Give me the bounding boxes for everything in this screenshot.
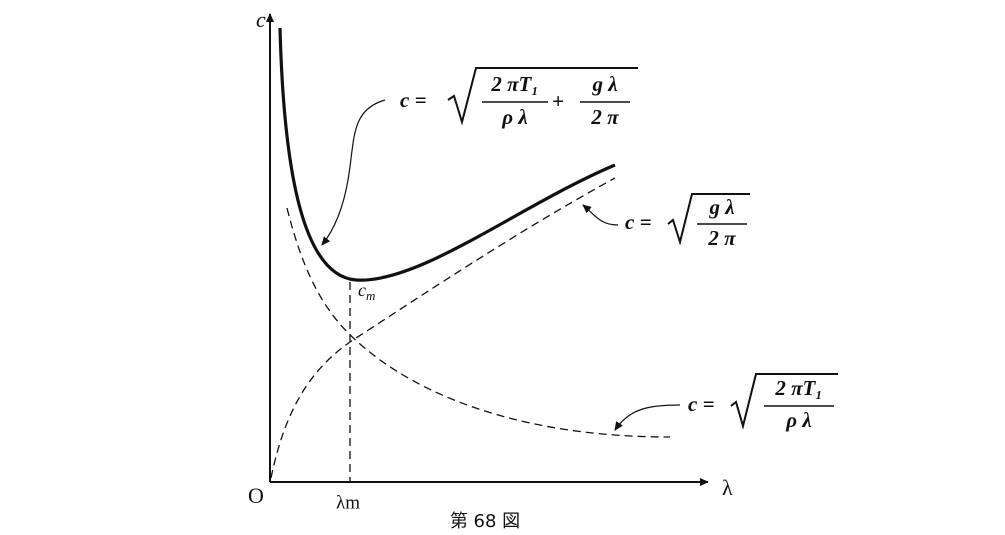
origin-label: O: [248, 483, 264, 508]
capillary-curve: [286, 207, 671, 438]
denominator: ρ λ: [501, 105, 527, 129]
eq-lhs: c =: [688, 392, 715, 416]
radical: [667, 193, 750, 246]
equation: c = g λ 2 π: [625, 193, 750, 250]
denominator: 2 π: [590, 105, 619, 129]
numerator: 2 πT₁: [774, 376, 822, 400]
total-curve: [278, 27, 616, 282]
leader: [582, 204, 619, 226]
x-axis-label: λ: [722, 475, 733, 500]
min-label: cm: [358, 280, 375, 303]
numerator: 2 πT₁: [490, 72, 538, 96]
y-axis-label: c: [256, 7, 266, 32]
caption: 第 68 図: [450, 511, 520, 532]
denominator: ρ λ: [785, 408, 811, 432]
radical: [447, 67, 638, 126]
eq-lhs: c =: [625, 210, 652, 234]
radical: [730, 373, 838, 430]
operator: +: [552, 89, 564, 113]
denominator: 2 π: [707, 226, 736, 250]
x-mark-label: λm: [336, 492, 360, 513]
numerator: g λ: [591, 72, 617, 96]
leader: [321, 99, 386, 246]
equation: c = 2 πT₁ ρ λ: [688, 373, 838, 432]
leader: [614, 404, 681, 431]
eq-lhs: c =: [400, 88, 427, 112]
equation: c = 2 πT₁ ρ λ + g λ 2 π: [400, 67, 638, 129]
numerator: g λ: [708, 195, 734, 219]
gravity-curve: [270, 177, 616, 479]
